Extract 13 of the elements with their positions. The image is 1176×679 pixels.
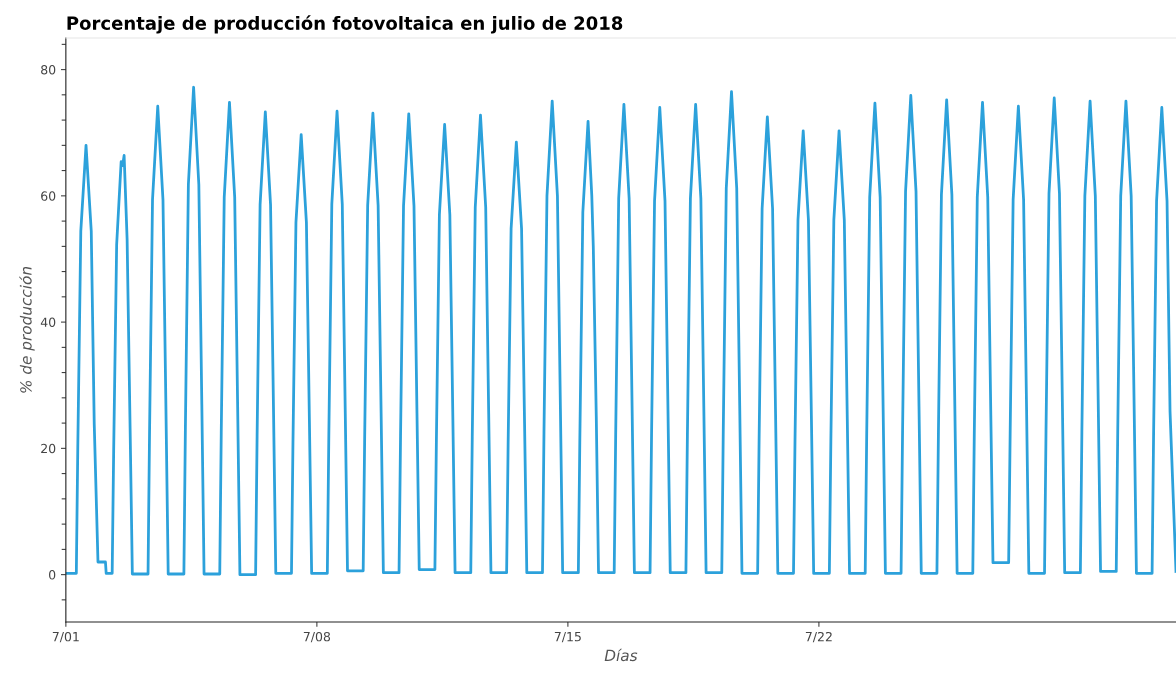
y-axis-title: % de producción [19, 266, 35, 393]
x-tick-label: 7/22 [805, 631, 832, 643]
x-tick-label: 7/15 [554, 632, 581, 643]
x-tick-label: 7/01 [52, 631, 79, 643]
y-tick-label: 60 [41, 191, 56, 201]
chart-title: Porcentaje de producción fotovoltaica en julio de 2018 [67, 15, 623, 34]
line-series [65, 85, 1176, 577]
y-tick-label: 0 [49, 570, 56, 580]
y-tick-label: 20 [41, 443, 56, 454]
y-tick-label: 80 [41, 65, 56, 75]
x-axis-title: Días [604, 648, 638, 662]
y-tick-label: 40 [40, 317, 56, 328]
x-tick-label: 7/08 [303, 631, 331, 643]
